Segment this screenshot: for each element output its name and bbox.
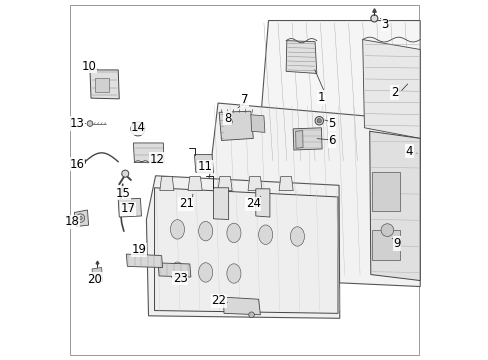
Ellipse shape — [226, 264, 241, 283]
Text: 15: 15 — [115, 187, 130, 200]
Polygon shape — [219, 111, 253, 140]
Polygon shape — [293, 128, 322, 150]
Polygon shape — [213, 188, 228, 220]
Circle shape — [317, 118, 321, 123]
Ellipse shape — [170, 220, 184, 239]
Text: 19: 19 — [132, 243, 146, 256]
Text: 7: 7 — [240, 93, 248, 106]
Text: 14: 14 — [131, 121, 146, 134]
Polygon shape — [160, 176, 174, 190]
Circle shape — [370, 15, 377, 22]
Text: 6: 6 — [327, 134, 335, 147]
Polygon shape — [369, 131, 419, 280]
Ellipse shape — [170, 262, 184, 282]
Circle shape — [134, 125, 141, 132]
Polygon shape — [247, 176, 262, 190]
Text: 4: 4 — [405, 145, 412, 158]
Circle shape — [131, 122, 145, 136]
Text: 3: 3 — [381, 18, 388, 31]
Text: 8: 8 — [224, 112, 231, 125]
Bar — [94, 78, 109, 92]
Bar — [371, 172, 400, 211]
Text: 5: 5 — [327, 117, 335, 130]
Polygon shape — [258, 21, 419, 163]
Text: 9: 9 — [392, 237, 400, 250]
Polygon shape — [74, 210, 88, 226]
Ellipse shape — [198, 221, 212, 241]
Text: 17: 17 — [121, 202, 135, 215]
Polygon shape — [90, 70, 119, 99]
Text: 2: 2 — [390, 86, 397, 99]
Ellipse shape — [198, 263, 212, 282]
Polygon shape — [362, 40, 419, 138]
Polygon shape — [223, 297, 260, 315]
Ellipse shape — [226, 223, 241, 243]
Polygon shape — [146, 176, 339, 318]
Polygon shape — [154, 188, 337, 313]
Text: 11: 11 — [197, 160, 212, 173]
Text: 20: 20 — [87, 273, 102, 286]
Text: 16: 16 — [69, 158, 84, 171]
Polygon shape — [285, 41, 316, 73]
Text: 21: 21 — [179, 198, 193, 211]
Text: 22: 22 — [211, 294, 226, 307]
Ellipse shape — [258, 225, 272, 244]
Polygon shape — [255, 189, 269, 217]
Circle shape — [87, 121, 93, 126]
Circle shape — [79, 216, 82, 220]
Polygon shape — [218, 176, 232, 190]
Polygon shape — [250, 115, 264, 132]
Text: 10: 10 — [81, 60, 97, 73]
Polygon shape — [158, 263, 190, 277]
Circle shape — [248, 312, 254, 318]
Text: 24: 24 — [245, 198, 260, 211]
Polygon shape — [279, 176, 293, 190]
Polygon shape — [207, 103, 419, 287]
Text: 1: 1 — [317, 91, 325, 104]
Circle shape — [314, 117, 323, 125]
Text: 18: 18 — [65, 215, 80, 228]
Text: 13: 13 — [69, 117, 84, 130]
Polygon shape — [118, 198, 141, 217]
Bar — [371, 230, 400, 260]
Polygon shape — [92, 267, 102, 283]
Circle shape — [122, 170, 128, 177]
Polygon shape — [194, 154, 213, 173]
Circle shape — [380, 224, 393, 237]
Polygon shape — [188, 176, 202, 190]
Text: 12: 12 — [149, 153, 164, 166]
Polygon shape — [295, 131, 303, 148]
Circle shape — [76, 214, 84, 222]
Polygon shape — [133, 143, 164, 163]
Ellipse shape — [290, 227, 304, 246]
Polygon shape — [126, 254, 163, 267]
Text: 23: 23 — [172, 271, 187, 284]
